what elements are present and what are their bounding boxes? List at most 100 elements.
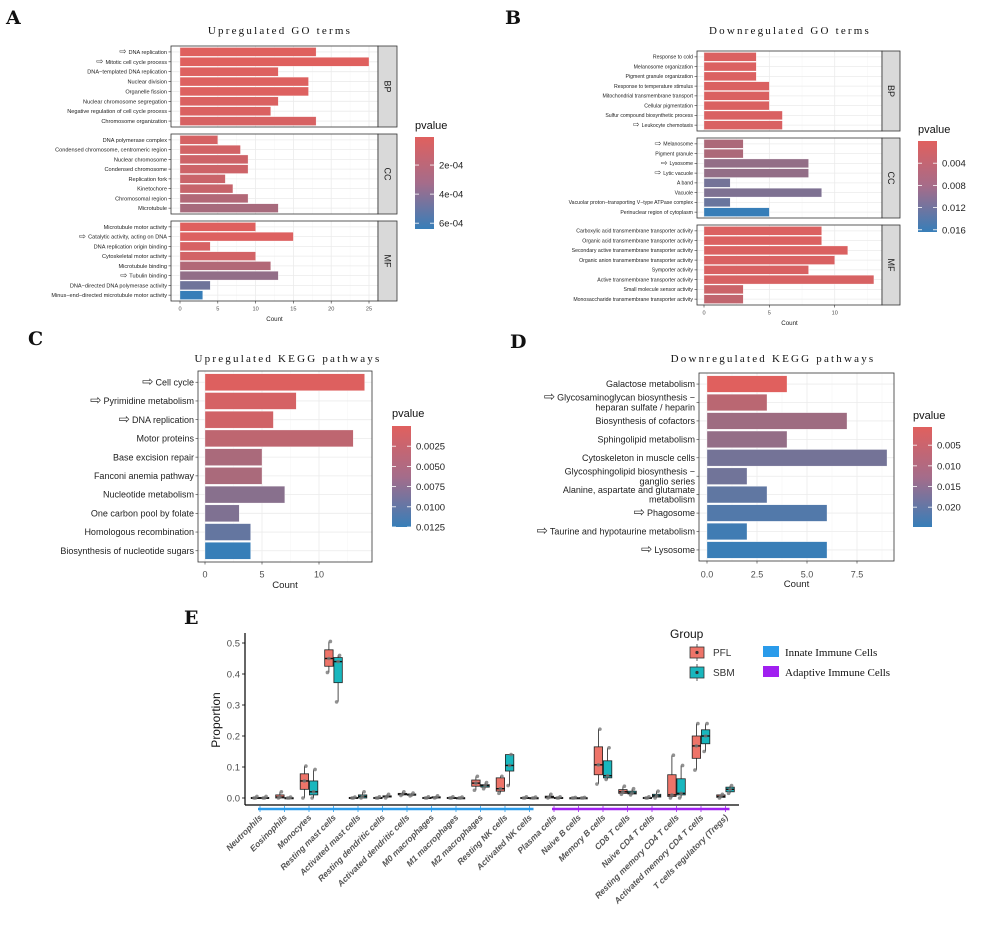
facet-strip: [881, 137, 901, 219]
bar-label: Catalytic activity, acting on DNA: [88, 235, 167, 241]
facet-strip-label: BP: [383, 80, 393, 92]
bar-label-line: Lysosome: [654, 545, 695, 555]
bar-d-0-4: [706, 449, 888, 467]
bar-label-line: DNA polymerase complex: [103, 138, 168, 144]
panel-c-border: [197, 370, 373, 563]
bar-b-2-7: [703, 294, 744, 304]
legend-title: pvalue: [392, 408, 424, 420]
bar-b-1-5: [703, 188, 822, 198]
data-point: [596, 763, 601, 767]
bar-d-0-1: [706, 394, 768, 411]
bar-label: Base excision repair: [113, 452, 194, 462]
data-point: [313, 767, 317, 772]
legend-label: Adaptive Immune Cells: [785, 667, 890, 679]
data-point: [607, 745, 611, 750]
data-point: [334, 700, 339, 704]
data-point: [654, 794, 659, 798]
bar-a-2-4: [179, 261, 271, 271]
bar-label-line: Secondary active transmembrane transport…: [572, 248, 694, 254]
data-point: [288, 795, 293, 799]
bar-a-2-6: [179, 280, 211, 290]
bar-label-line: A band: [677, 181, 693, 187]
bar-c-0-2: [204, 411, 274, 429]
bar-label: DNA−templated DNA replication: [87, 70, 167, 76]
data-point: [474, 781, 478, 785]
bar-label: Fanconi anemia pathway: [94, 471, 195, 481]
legend-title: pvalue: [913, 410, 945, 422]
data-point: [720, 792, 725, 797]
legend-swatch-adaptive: [763, 666, 779, 677]
chart-layer: DNA replication ⇨ Mitotic cell cycle proce…: [51, 45, 966, 906]
data-point: [411, 791, 415, 795]
bar-label-line: Fanconi anemia pathway: [94, 471, 195, 481]
data-point: [362, 790, 366, 794]
arrow-right-icon: ⇨: [120, 270, 127, 280]
bar-label-line: Pyrimidine metabolism: [103, 396, 194, 406]
bar-label-line: Melanosome: [663, 142, 693, 148]
bar-label-line: Chromosomal region: [115, 196, 167, 202]
data-point: [582, 795, 587, 800]
bar-label: DNA replication: [132, 415, 194, 425]
panel-b-title: Downregulated GO terms: [709, 25, 871, 37]
bar-b-0-0: [703, 52, 757, 62]
data-point: [337, 653, 342, 658]
bar-label: Active transmembrane transporter activit…: [597, 277, 693, 283]
bar-label-line: Nuclear chromosome segregation: [83, 99, 167, 105]
bar-label: Nuclear chromosome: [114, 157, 167, 163]
color-bar-label: 0.0075: [416, 482, 445, 493]
bar-d-0-8: [706, 523, 748, 540]
facet-strip: [377, 45, 398, 128]
bar-label-line: Microtubule motor activity: [104, 225, 168, 231]
x-tick-label: 10: [314, 570, 324, 580]
facet-strip: [881, 50, 901, 132]
x-axis-label: Count: [272, 580, 298, 591]
bar-label: Sphingolipid metabolism: [597, 435, 695, 445]
bar-a-2-1: [179, 232, 294, 242]
arrow-right-icon: ⇨: [655, 139, 662, 148]
y-tick-label: 0.4: [227, 670, 240, 681]
bar-label: Glycosaminoglycan biosynthesis − heparan …: [557, 393, 695, 413]
data-point: [604, 777, 608, 782]
data-point: [703, 734, 708, 738]
color-bar-label: 0.012: [942, 203, 966, 214]
bar-label: Nuclear chromosome segregation: [83, 99, 167, 105]
x-axis-label: Count: [781, 320, 798, 327]
bar-label: Cytoskeleton in muscle cells: [582, 453, 696, 463]
legend-title: pvalue: [415, 120, 447, 132]
bar-label-line: Vacuole: [675, 190, 693, 196]
x-tick-label: 5.0: [801, 570, 814, 580]
data-point: [435, 794, 440, 798]
bar-d-0-5: [706, 467, 748, 485]
bar-b-2-5: [703, 275, 875, 285]
color-bar-label: 0.020: [937, 503, 961, 514]
x-tick-label: 5: [259, 570, 264, 580]
arrow-right-icon: ⇨: [655, 168, 662, 177]
arrow-right-icon: ⇨: [537, 523, 549, 538]
legend-label: PFL: [713, 648, 732, 659]
data-point: [327, 656, 331, 661]
color-bar: [392, 426, 411, 527]
bar-label-line: Carboxylic acid transmembrane transporte…: [576, 229, 693, 235]
bar-d-0-2: [706, 412, 848, 430]
legend-swatch-innate: [763, 646, 779, 657]
data-point: [533, 795, 538, 799]
data-point: [647, 794, 651, 799]
bar-label-line: Homologous recombination: [84, 527, 194, 537]
bar-label-line: Mitotic cell cycle process: [105, 60, 167, 66]
bar-a-0-5: [179, 96, 279, 106]
data-point: [310, 796, 314, 800]
bar-b-0-5: [703, 101, 770, 111]
bar-a-1-3: [179, 164, 249, 174]
bar-b-0-6: [703, 110, 783, 120]
bar-label-line: Condensed chromosome, centromeric region: [55, 148, 167, 154]
arrow-right-icon: ⇨: [79, 231, 86, 241]
bar-label: Chromosomal region: [115, 196, 167, 202]
bar-a-1-7: [179, 203, 279, 213]
bar-label: One carbon pool by folate: [91, 508, 194, 518]
data-point: [302, 779, 307, 783]
bar-a-0-1: [179, 57, 370, 67]
bar-c-0-6: [204, 486, 285, 504]
panel-d-border: [698, 372, 895, 562]
bar-label: Melanosome organization: [634, 64, 694, 70]
panel-letter-a: A: [5, 7, 21, 29]
